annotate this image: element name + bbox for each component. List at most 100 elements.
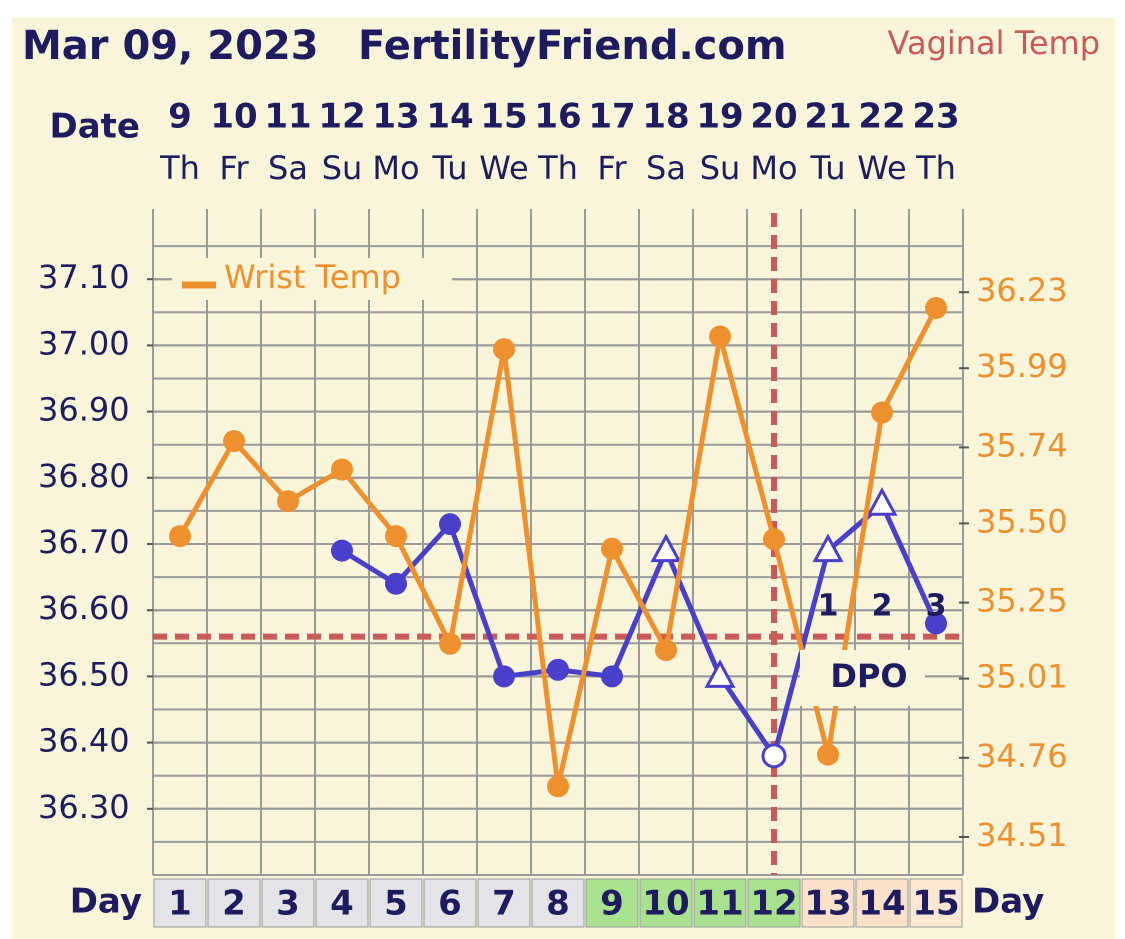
day-number: 1 [168,884,192,924]
weekday-label: Mo [372,149,419,187]
date-label: 16 [534,97,581,137]
day-number: 2 [222,884,246,924]
day-number: 6 [438,884,462,924]
legend-label: Wrist Temp [224,258,401,296]
point-marker [812,533,844,563]
day-cell [747,878,801,928]
day-cell [477,878,531,928]
y2-tick-label: 35.99 [976,347,1068,385]
day-label: Day [70,882,142,922]
dpo-number: 2 [872,589,893,624]
weekday-label: Sa [268,149,308,187]
day-cell [585,878,639,928]
point-marker [223,430,245,453]
day-cell [369,878,423,928]
y2-tick-label: 34.51 [976,816,1068,854]
date-label: 14 [426,97,473,137]
y-tick-label: 37.10 [38,258,130,296]
date-label: 20 [750,97,797,137]
point-marker [601,537,623,560]
point-marker [331,539,353,562]
day-cell [153,878,207,928]
day-number: 3 [276,884,300,924]
y-tick-label: 36.40 [38,722,130,760]
point-marker [493,665,515,688]
y2-tick-label: 35.01 [976,658,1068,696]
point-marker [925,297,947,320]
weekday-label: Th [915,149,956,187]
point-marker [439,513,461,536]
dpo-number: 1 [818,589,839,624]
date-label: 18 [642,97,689,137]
date-label: Date [50,107,140,147]
point-marker [763,528,785,551]
weekday-label: Su [700,149,741,187]
weekday-label: Th [159,149,200,187]
point-marker [169,525,191,548]
weekday-label: We [479,149,528,187]
y2-tick-label: 35.74 [976,426,1068,464]
date-label: 19 [696,97,743,137]
day-number: 15 [912,884,959,924]
day-cell [693,878,747,928]
y-tick-label: 37.00 [38,324,130,362]
date-label: 15 [480,97,527,137]
point-marker [655,639,677,662]
y2-tick-label: 35.25 [976,582,1068,620]
weekday-label: Fr [219,149,249,187]
weekday-label: Tu [810,149,846,187]
point-marker [385,572,407,595]
point-marker [439,632,461,655]
day-label: Day [972,882,1044,922]
point-marker [925,612,947,635]
date-label: 13 [372,97,419,137]
legend-label: Vaginal Temp [888,24,1100,62]
dpo-label: DPO [830,657,907,695]
day-cell [315,878,369,928]
point-marker [866,487,898,516]
day-number: 10 [642,884,689,924]
date-label: 9 [168,97,192,137]
point-marker [277,490,299,513]
day-number: 13 [804,884,851,924]
date-label: 22 [858,97,905,137]
date-label: 10 [210,97,257,137]
point-marker [871,401,893,424]
day-cell [639,878,693,928]
date-label: 23 [912,97,959,137]
day-cell [855,878,909,928]
day-number: 9 [600,884,624,924]
point-marker [817,743,839,766]
point-marker [601,665,623,688]
day-cell [801,878,855,928]
y-tick-label: 36.70 [38,523,130,561]
point-marker [547,658,569,681]
weekday-label: Th [537,149,578,187]
day-cell [909,878,963,928]
date-label: 12 [318,97,365,137]
point-marker [704,659,736,688]
y2-tick-label: 34.76 [976,737,1068,775]
y-tick-label: 36.60 [38,589,130,627]
day-cell [207,878,261,928]
day-cell [261,878,315,928]
date-label: 21 [804,97,851,137]
point-marker [650,533,682,563]
date-label: 11 [264,97,311,137]
point-marker [385,525,407,548]
weekday-label: Su [322,149,363,187]
weekday-label: Sa [646,149,686,187]
weekday-label: Fr [597,149,627,187]
point-marker [761,743,787,769]
chart-title: Mar 09, 2023 [22,23,319,69]
day-number: 14 [858,884,905,924]
day-cell [423,878,477,928]
dpo-box [800,650,925,706]
point-marker [331,458,353,481]
point-marker [493,338,515,361]
point-marker [709,325,731,348]
day-number: 7 [492,884,516,924]
point-marker [547,775,569,798]
weekday-label: We [857,149,906,187]
